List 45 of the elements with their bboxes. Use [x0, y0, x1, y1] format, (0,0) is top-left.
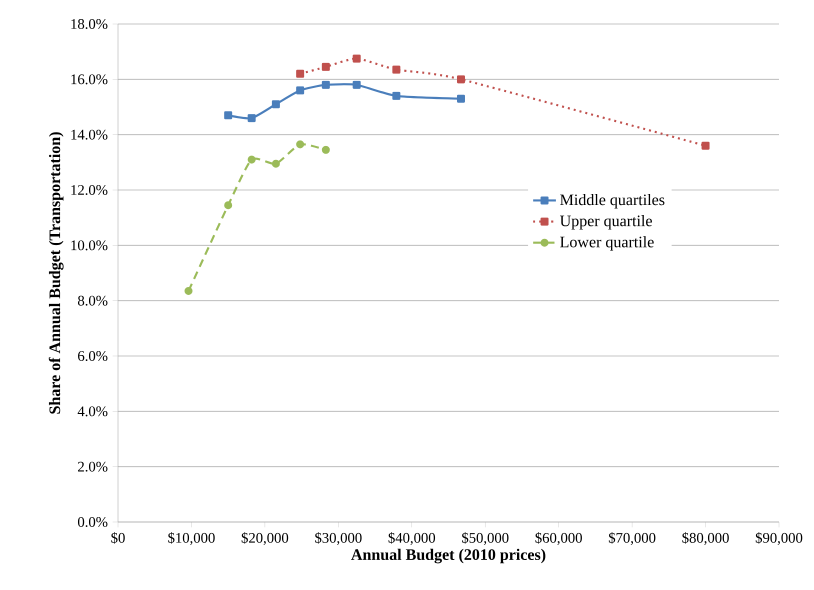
y-tick-label: 0.0%: [78, 517, 108, 527]
y-tick-label: 10.0%: [71, 240, 108, 250]
point: [248, 114, 256, 122]
point: [352, 80, 361, 89]
x-tick-label: $20,000: [242, 532, 288, 545]
x-tick-label: $50,000: [462, 532, 508, 545]
point: [702, 142, 710, 150]
y-tick-label: 18.0%: [71, 19, 108, 29]
x-tick-label: $70,000: [608, 532, 656, 545]
legend-label: Middle quartiles: [560, 194, 664, 208]
y-tick-label: 8.0%: [78, 296, 108, 306]
x-tick-label: $0: [111, 532, 125, 544]
point: [456, 94, 465, 103]
point: [272, 160, 280, 168]
point: [224, 111, 232, 120]
point: [322, 62, 330, 71]
point: [322, 80, 330, 89]
point: [352, 54, 361, 63]
point: [392, 66, 400, 74]
x-tick-label: $80,000: [682, 532, 729, 545]
y-tick-label: 14.0%: [71, 130, 108, 140]
y-tick-label: 4.0%: [78, 406, 108, 416]
y-tick-label: 2.0%: [78, 462, 108, 472]
x-axis-title: Annual Budget (2010 prices): [351, 548, 546, 564]
point: [184, 286, 193, 295]
x-tick-label: $10,000: [168, 532, 215, 545]
point: [272, 100, 280, 108]
legend-label: Upper quartile: [560, 215, 652, 230]
point: [224, 201, 232, 210]
point: [248, 156, 256, 164]
x-tick-label: $30,000: [315, 532, 362, 545]
point: [456, 75, 465, 84]
x-tick-label: $90,000: [756, 532, 802, 545]
y-tick-label: 6.0%: [78, 351, 108, 361]
x-tick-label: $40,000: [388, 532, 436, 545]
point: [296, 140, 304, 148]
point: [296, 70, 304, 78]
y-tick-label: 16.0%: [71, 74, 108, 84]
point: [392, 92, 400, 100]
x-tick-label: $60,000: [535, 532, 582, 545]
y-tick-label: 12.0%: [71, 185, 108, 195]
point: [322, 146, 330, 154]
y-axis-title: Share of Annual Budget (Transportation): [48, 132, 64, 414]
point: [296, 86, 304, 94]
legend-label: Lower quartile: [560, 236, 654, 251]
